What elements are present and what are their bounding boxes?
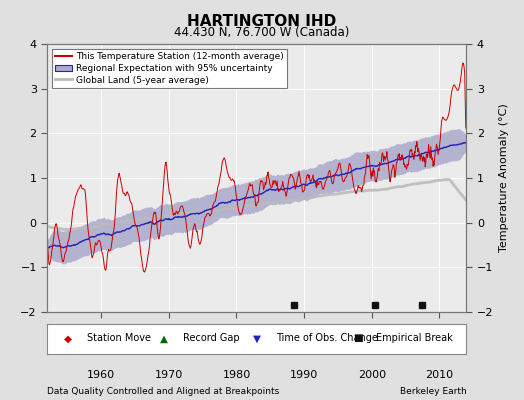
Text: ▲: ▲ xyxy=(160,334,168,343)
Text: HARTINGTON IHD: HARTINGTON IHD xyxy=(188,14,336,29)
Legend: This Temperature Station (12-month average), Regional Expectation with 95% uncer: This Temperature Station (12-month avera… xyxy=(52,48,287,88)
Text: 1980: 1980 xyxy=(222,370,250,380)
Text: ▼: ▼ xyxy=(253,334,260,343)
Text: 1970: 1970 xyxy=(155,370,183,380)
Text: Time of Obs. Change: Time of Obs. Change xyxy=(276,334,377,343)
Text: ■: ■ xyxy=(353,334,363,343)
Text: Record Gap: Record Gap xyxy=(183,334,240,343)
Text: 2000: 2000 xyxy=(358,370,386,380)
Text: ◆: ◆ xyxy=(64,334,72,343)
Text: 44.430 N, 76.700 W (Canada): 44.430 N, 76.700 W (Canada) xyxy=(174,26,350,39)
Y-axis label: Temperature Anomaly (°C): Temperature Anomaly (°C) xyxy=(499,104,509,252)
Text: Data Quality Controlled and Aligned at Breakpoints: Data Quality Controlled and Aligned at B… xyxy=(47,387,279,396)
Text: Station Move: Station Move xyxy=(87,334,151,343)
Text: Empirical Break: Empirical Break xyxy=(376,334,453,343)
Text: 2010: 2010 xyxy=(425,370,453,380)
Text: 1960: 1960 xyxy=(87,370,115,380)
Text: Berkeley Earth: Berkeley Earth xyxy=(400,387,466,396)
Text: 1990: 1990 xyxy=(290,370,318,380)
